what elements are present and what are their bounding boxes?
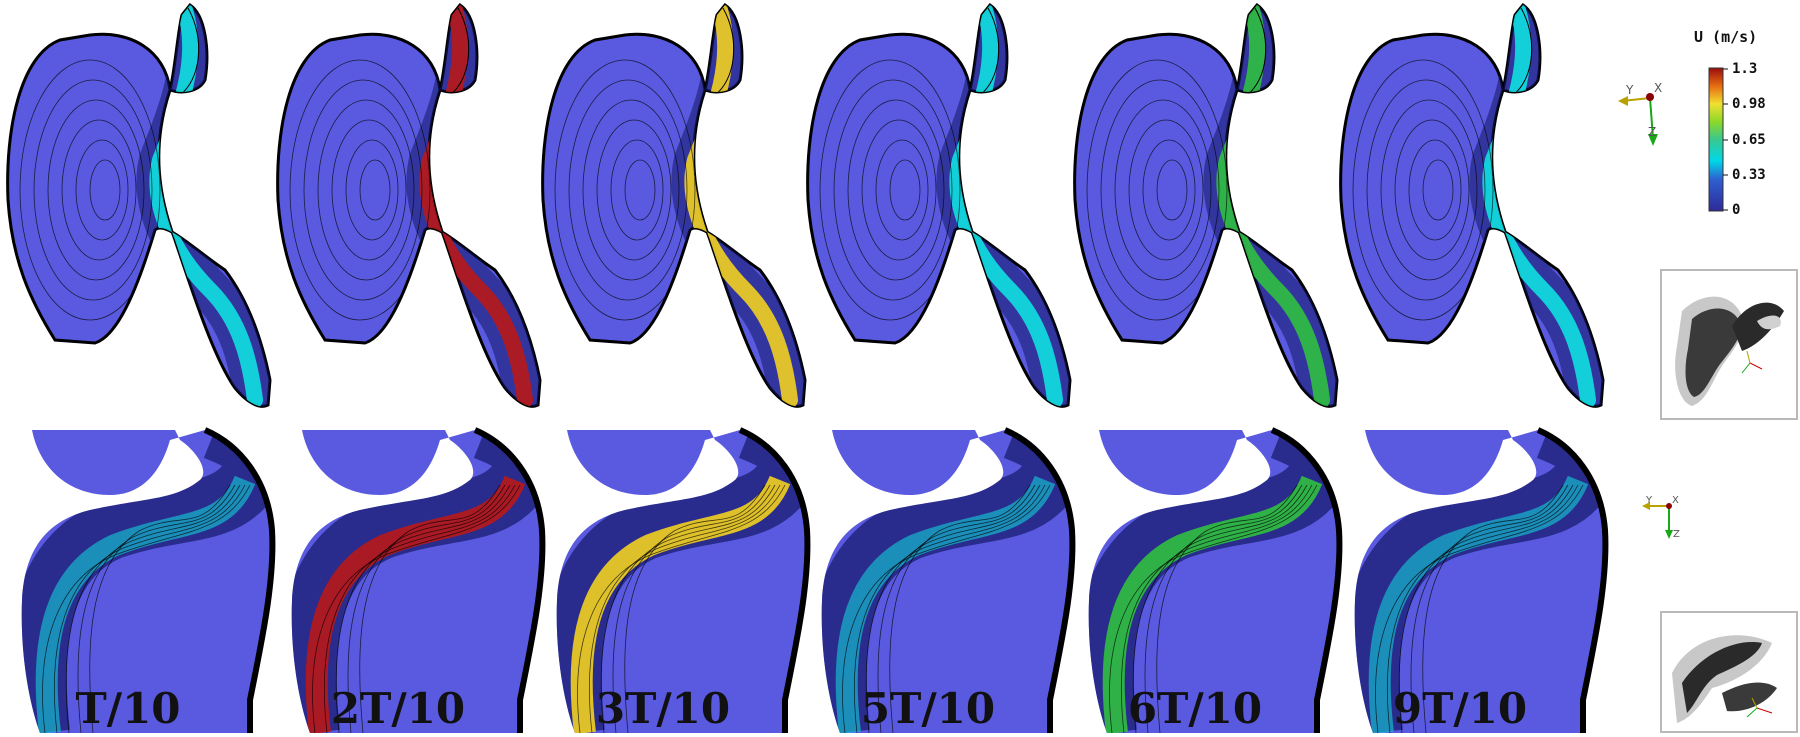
colorbar-tick-label: 0.98 <box>1732 96 1766 112</box>
colorbar-tick-label: 0 <box>1732 202 1741 218</box>
velocity-panel-top <box>1339 2 1605 408</box>
geometry-inset-bottom <box>1660 611 1798 733</box>
axis-z-label-top: Z <box>1648 125 1656 139</box>
axis-z-label-bottom: Z <box>1673 529 1680 540</box>
time-label-t2: 2T/10 <box>330 684 466 733</box>
axis-y-label-top: Y <box>1625 83 1634 97</box>
colorbar-tick-label: 0.33 <box>1732 167 1766 183</box>
velocity-panel-top <box>6 2 272 408</box>
geometry-inset-top <box>1660 269 1798 420</box>
time-label-t1: T/10 <box>75 684 181 733</box>
time-label-t6: 6T/10 <box>1127 684 1263 733</box>
colorbar-tick-label: 1.3 <box>1732 61 1758 77</box>
time-label-t9: 9T/10 <box>1392 684 1528 733</box>
time-label-t3: 3T/10 <box>595 684 731 733</box>
axis-triad-top: Y X Z <box>1618 81 1662 146</box>
velocity-panel-top <box>276 2 542 408</box>
colorbar-title: U (m/s) <box>1694 28 1758 46</box>
axis-y-label-bottom: Y <box>1645 495 1653 506</box>
time-label-t5: 5T/10 <box>860 684 996 733</box>
axis-x-label-bottom: X <box>1672 495 1679 506</box>
velocity-panel-top <box>541 2 807 408</box>
axis-triad-bottom: Y X Z <box>1642 495 1680 540</box>
colorbar <box>1708 67 1724 212</box>
velocity-panel-top <box>806 2 1072 408</box>
axis-x-label-top: X <box>1654 81 1662 95</box>
colorbar-tick-label: 0.65 <box>1732 132 1766 148</box>
colorbar-tick-marks <box>1723 68 1728 211</box>
velocity-panel-top <box>1073 2 1339 408</box>
